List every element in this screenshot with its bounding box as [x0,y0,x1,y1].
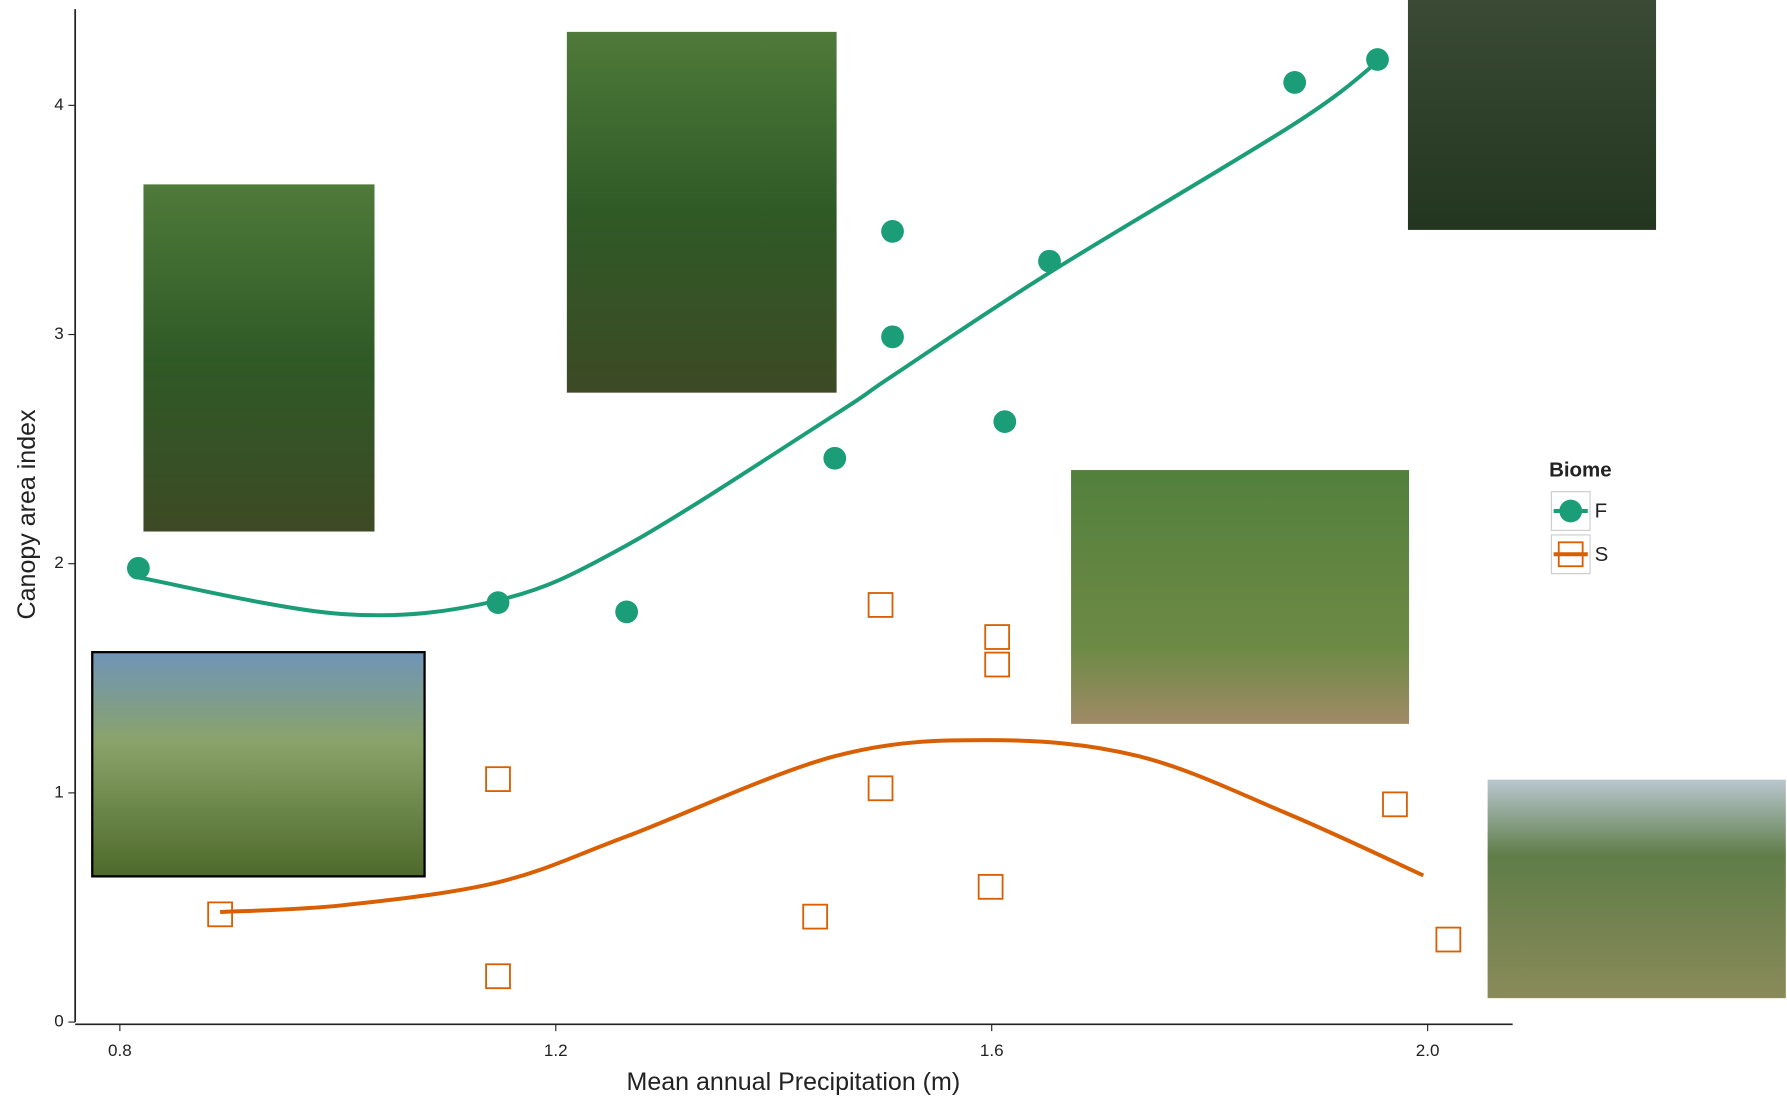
legend-label: F [1595,500,1608,523]
point [869,593,893,617]
point [993,410,1016,433]
point [615,600,638,623]
point [803,905,827,929]
x-tick-label: 2.0 [1416,1041,1440,1060]
y-tick-label: 3 [54,324,64,343]
y-tick-label: 1 [54,782,64,801]
legend-title: Biome [1549,459,1612,482]
legend-label: S [1595,543,1609,566]
point [208,902,232,926]
point [127,557,150,580]
point [881,325,904,348]
point [881,220,904,243]
point [823,447,846,470]
point [486,964,510,988]
photo [567,32,837,393]
y-tick-label: 2 [54,553,64,572]
y-tick-label: 4 [54,95,64,114]
y-axis-title: Canopy area index [13,409,41,619]
point [486,767,510,791]
chart: 0 1 2 3 4 0.8 1.2 1.6 2.0 FS Mean annual Precipit… [0,0,1787,1104]
legend-marker [1559,500,1582,523]
point [985,625,1009,649]
point [1383,792,1407,816]
y-tick-label: 0 [54,1012,64,1031]
photo [92,652,424,876]
x-tick-label: 0.8 [108,1041,132,1060]
point [979,875,1003,899]
x-tick-label: 1.6 [980,1041,1004,1060]
point [1436,928,1460,952]
x-tick-label: 1.2 [544,1041,568,1060]
x-axis-title: Mean annual Precipitation (m) [626,1068,960,1096]
page: {"chart_data": {"type": "scatter", "xlab… [0,0,1787,1104]
point [869,776,893,800]
point [985,653,1009,677]
photo [143,184,374,531]
photo [1071,470,1409,724]
photo [1488,780,1786,999]
photo [1408,0,1656,230]
point [1283,71,1306,94]
